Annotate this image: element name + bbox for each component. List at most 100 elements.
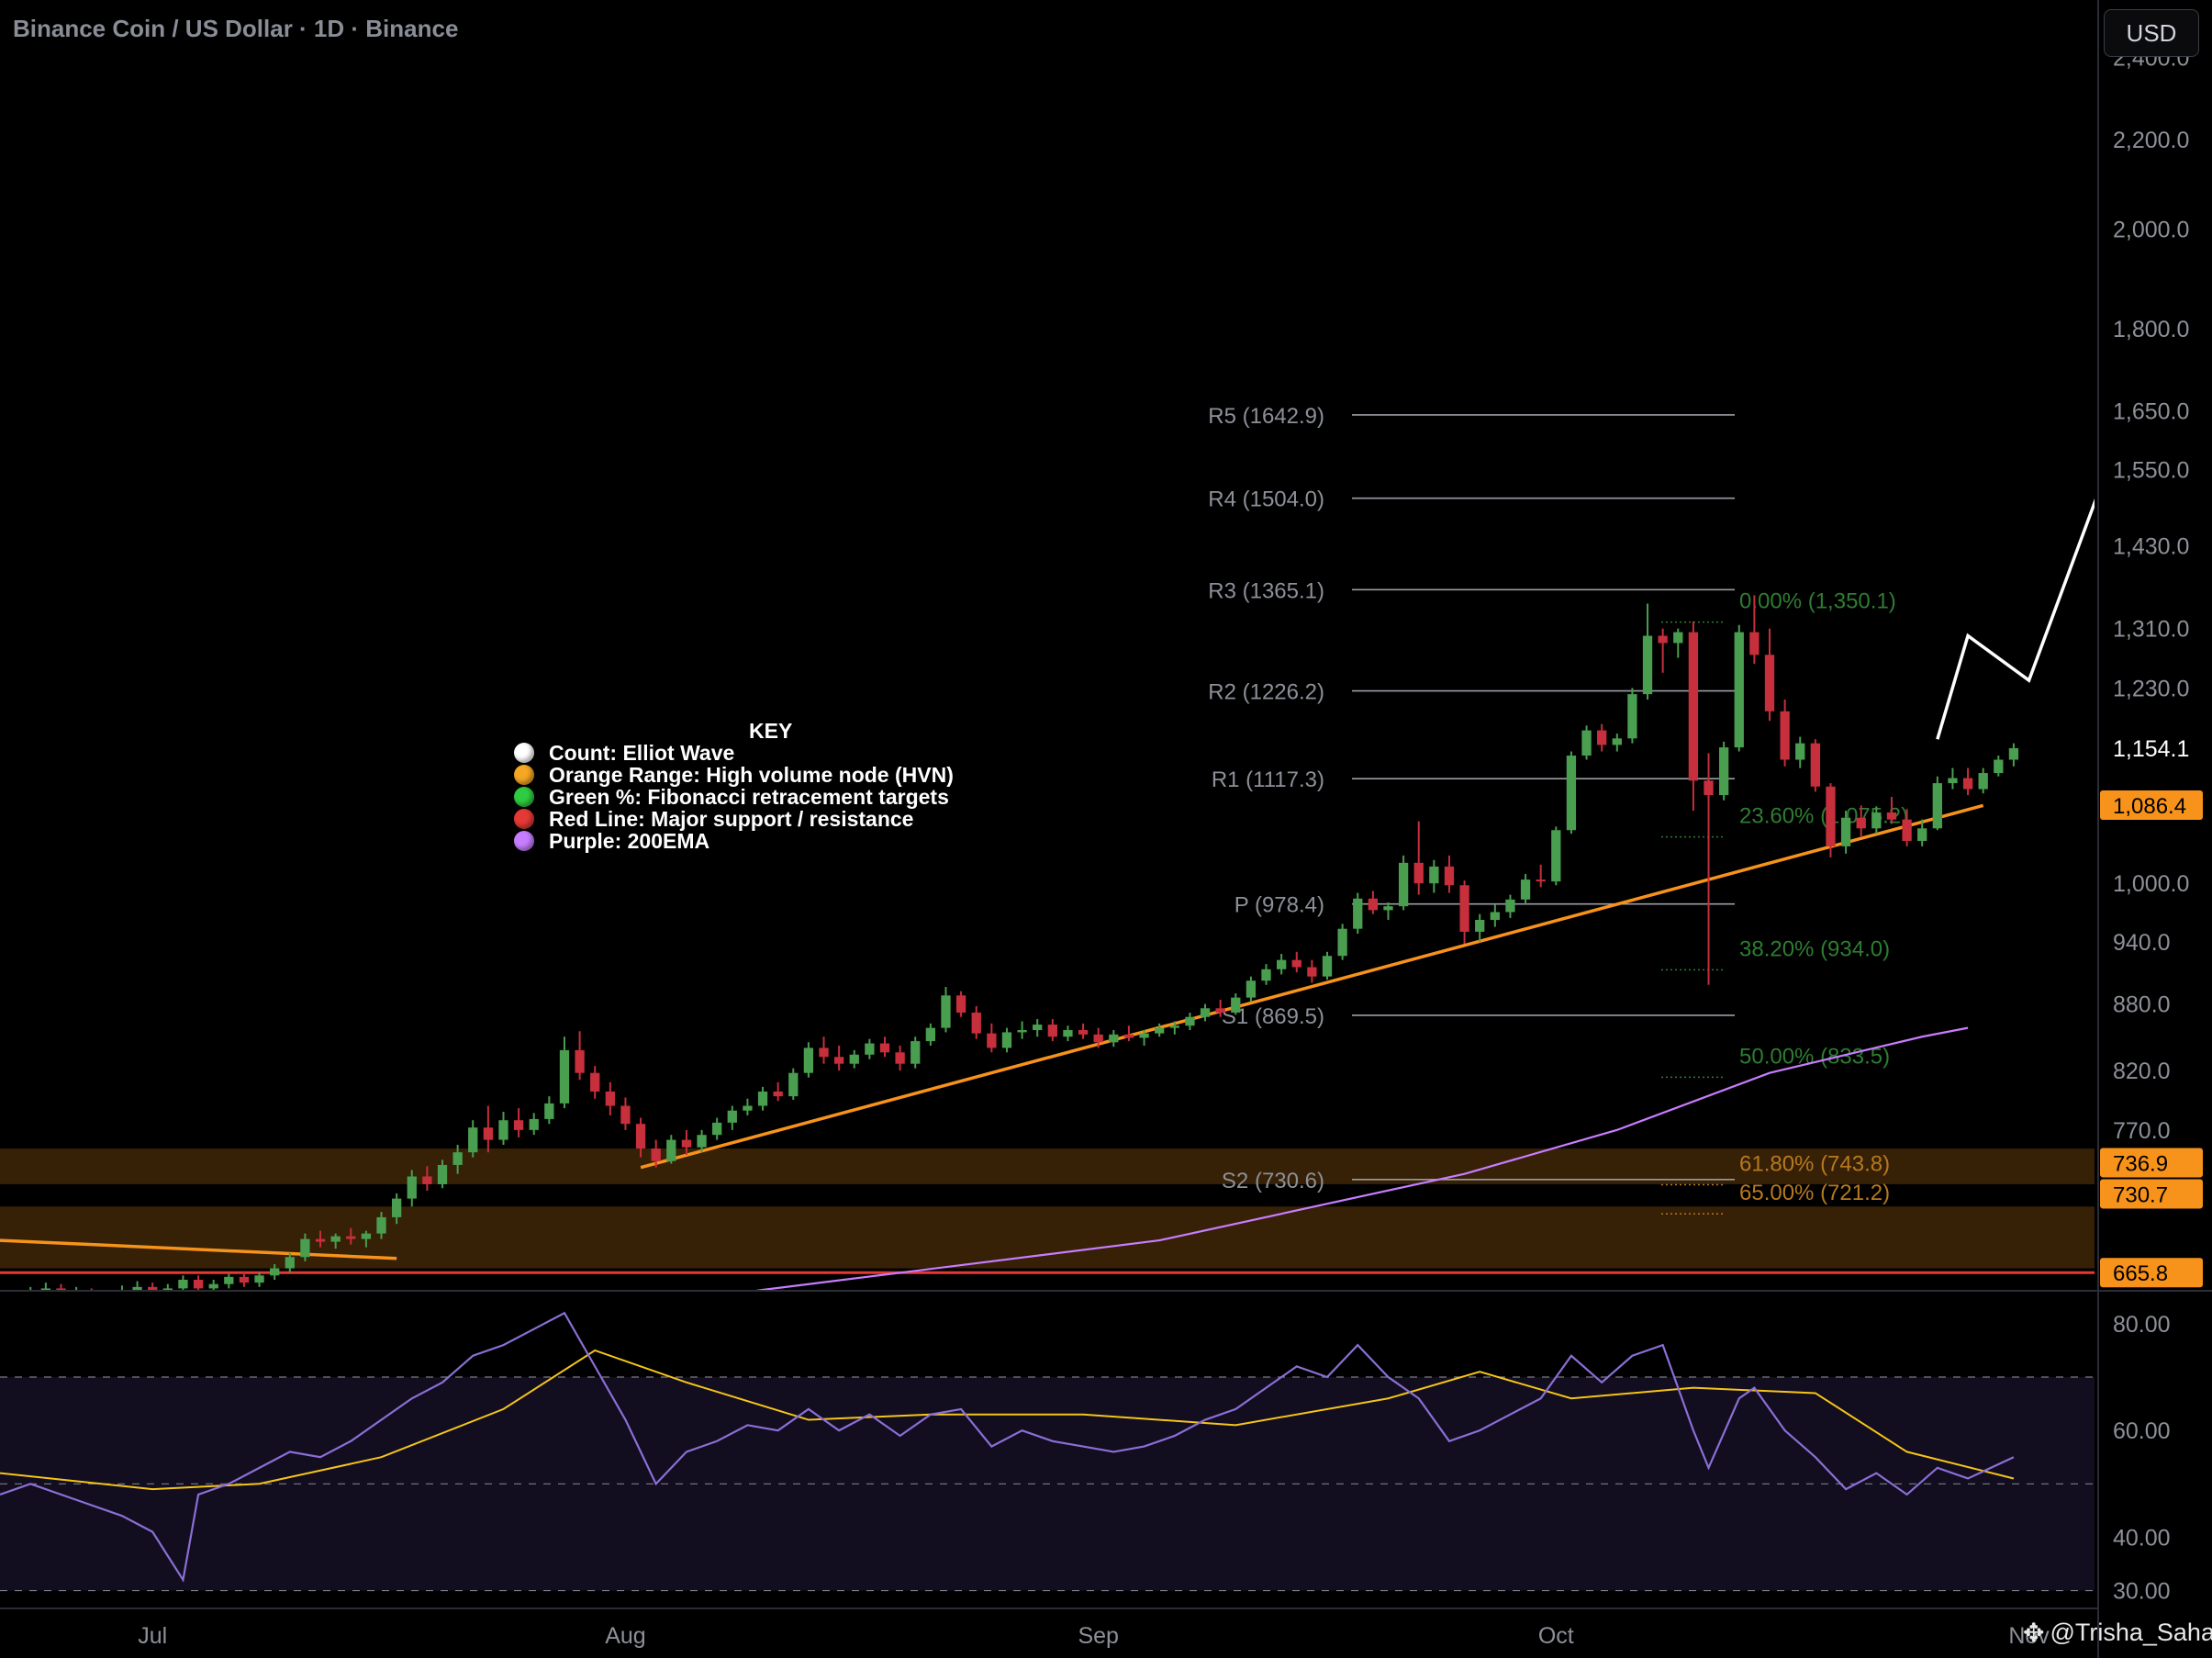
candle-body	[270, 1268, 280, 1276]
candle-body	[651, 1148, 661, 1161]
candle-body	[1840, 817, 1851, 846]
candle-body	[1688, 632, 1699, 781]
candle-body	[1231, 997, 1241, 1013]
candle-body	[468, 1127, 478, 1153]
candle-body	[1307, 967, 1317, 977]
candle-body	[925, 1027, 936, 1042]
candle-body	[1475, 920, 1485, 932]
candle-body	[422, 1176, 432, 1184]
price-tick-label: 1,550.0	[2113, 458, 2189, 484]
candle-body	[666, 1139, 676, 1161]
candle-body	[132, 1286, 142, 1290]
candle-body	[727, 1110, 737, 1123]
candle-body	[452, 1152, 463, 1165]
candle-body	[1215, 1008, 1225, 1013]
candle-body	[1932, 783, 1942, 829]
candle-body	[26, 1292, 35, 1305]
candle-body	[1871, 812, 1882, 829]
candle-body	[285, 1257, 295, 1269]
price-tick-label: 1,800.0	[2113, 317, 2189, 342]
candle-body	[819, 1047, 829, 1058]
candle-body	[40, 1288, 51, 1290]
candle-body	[1658, 635, 1668, 644]
candle-body	[681, 1139, 692, 1148]
orange-dot-icon	[514, 765, 534, 785]
fib-label: 0.00% (1,350.1)	[1739, 589, 1896, 614]
fib-label: 78.60% (623.5)	[1739, 1318, 1890, 1343]
candle-body	[743, 1105, 753, 1111]
candle-body	[56, 1288, 66, 1290]
candle-body	[1109, 1034, 1119, 1043]
candle-body	[1886, 812, 1897, 820]
candle-body	[1383, 906, 1393, 911]
candle-body	[712, 1122, 722, 1136]
price-tick-label: 820.0	[2113, 1059, 2171, 1084]
candle-body	[1627, 694, 1637, 739]
candle-body	[300, 1238, 310, 1258]
candle-body	[162, 1288, 173, 1290]
currency-button[interactable]: USD	[2104, 9, 2199, 57]
candle-body	[1902, 819, 1912, 841]
candle-body	[1704, 780, 1714, 796]
candle-body	[955, 995, 966, 1013]
price-tick-label: 1,430.0	[2113, 534, 2189, 560]
candle-body	[635, 1124, 646, 1149]
candle-body	[1063, 1030, 1073, 1037]
candle-body	[559, 1049, 570, 1103]
pivot-label: R1 (1117.3)	[1212, 767, 1324, 792]
fib-label: 65.00% (721.2)	[1739, 1181, 1890, 1205]
candle-body	[1597, 730, 1607, 745]
price-tag-label: 730.7	[2113, 1182, 2168, 1207]
candle-body	[1826, 786, 1836, 846]
candle-body	[1673, 632, 1683, 644]
rsi-tick-label: 80.00	[2113, 1312, 2171, 1338]
fib-label: 50.00% (833.5)	[1739, 1044, 1890, 1069]
pivot-label: P (978.4)	[1234, 893, 1324, 918]
candle-body	[1536, 879, 1546, 882]
price-tick-label: 940.0	[2113, 930, 2171, 956]
candle-body	[833, 1057, 844, 1064]
legend-label: Purple: 200EMA	[549, 829, 710, 853]
candle-body	[437, 1164, 448, 1184]
candle-body	[605, 1092, 615, 1106]
candle-body	[620, 1105, 631, 1125]
fib-label: 23.60% (1,075.2)	[1739, 804, 1908, 829]
price-tick-label: 1,000.0	[2113, 871, 2189, 897]
rsi-signal-line	[0, 1349, 2015, 1491]
candle-body	[1856, 817, 1866, 829]
legend-label: Orange Range: High volume node (HVN)	[549, 763, 954, 787]
candle-body	[208, 1283, 218, 1289]
candle-body	[1734, 632, 1744, 748]
candle-body	[1612, 738, 1622, 745]
candle-body	[483, 1127, 494, 1140]
candle-body	[1139, 1033, 1149, 1038]
white-dot-icon	[514, 743, 534, 763]
candle-body	[0, 1297, 5, 1300]
candle-body	[407, 1176, 417, 1199]
candle-body	[1520, 879, 1531, 900]
purple-dot-icon	[514, 831, 534, 851]
time-tick-label: Nov	[2008, 1623, 2050, 1649]
candle-body	[1123, 1034, 1134, 1038]
candle-body	[697, 1135, 707, 1148]
pivot-label: S2 (730.6)	[1222, 1169, 1324, 1193]
price-tick-label: 1,650.0	[2113, 398, 2189, 424]
rsi-tick-label: 30.00	[2113, 1579, 2171, 1605]
candle-body	[1413, 862, 1424, 884]
candle-body	[1200, 1008, 1211, 1017]
candle-body	[513, 1120, 524, 1130]
candle-body	[1444, 866, 1455, 886]
price-tag-label: 736.9	[2113, 1151, 2168, 1176]
rsi-line	[0, 1311, 2015, 1583]
candle-body	[1001, 1032, 1012, 1048]
candle-body	[971, 1012, 981, 1034]
elliott-arrowhead	[2105, 432, 2123, 454]
candle-body	[1490, 912, 1500, 921]
legend-label: Count: Elliot Wave	[549, 741, 735, 765]
candle-body	[544, 1103, 554, 1119]
pivot-label: R3 (1365.1)	[1208, 578, 1324, 603]
candle-body	[575, 1049, 585, 1073]
candle-body	[102, 1294, 111, 1297]
candle-body	[803, 1047, 814, 1073]
